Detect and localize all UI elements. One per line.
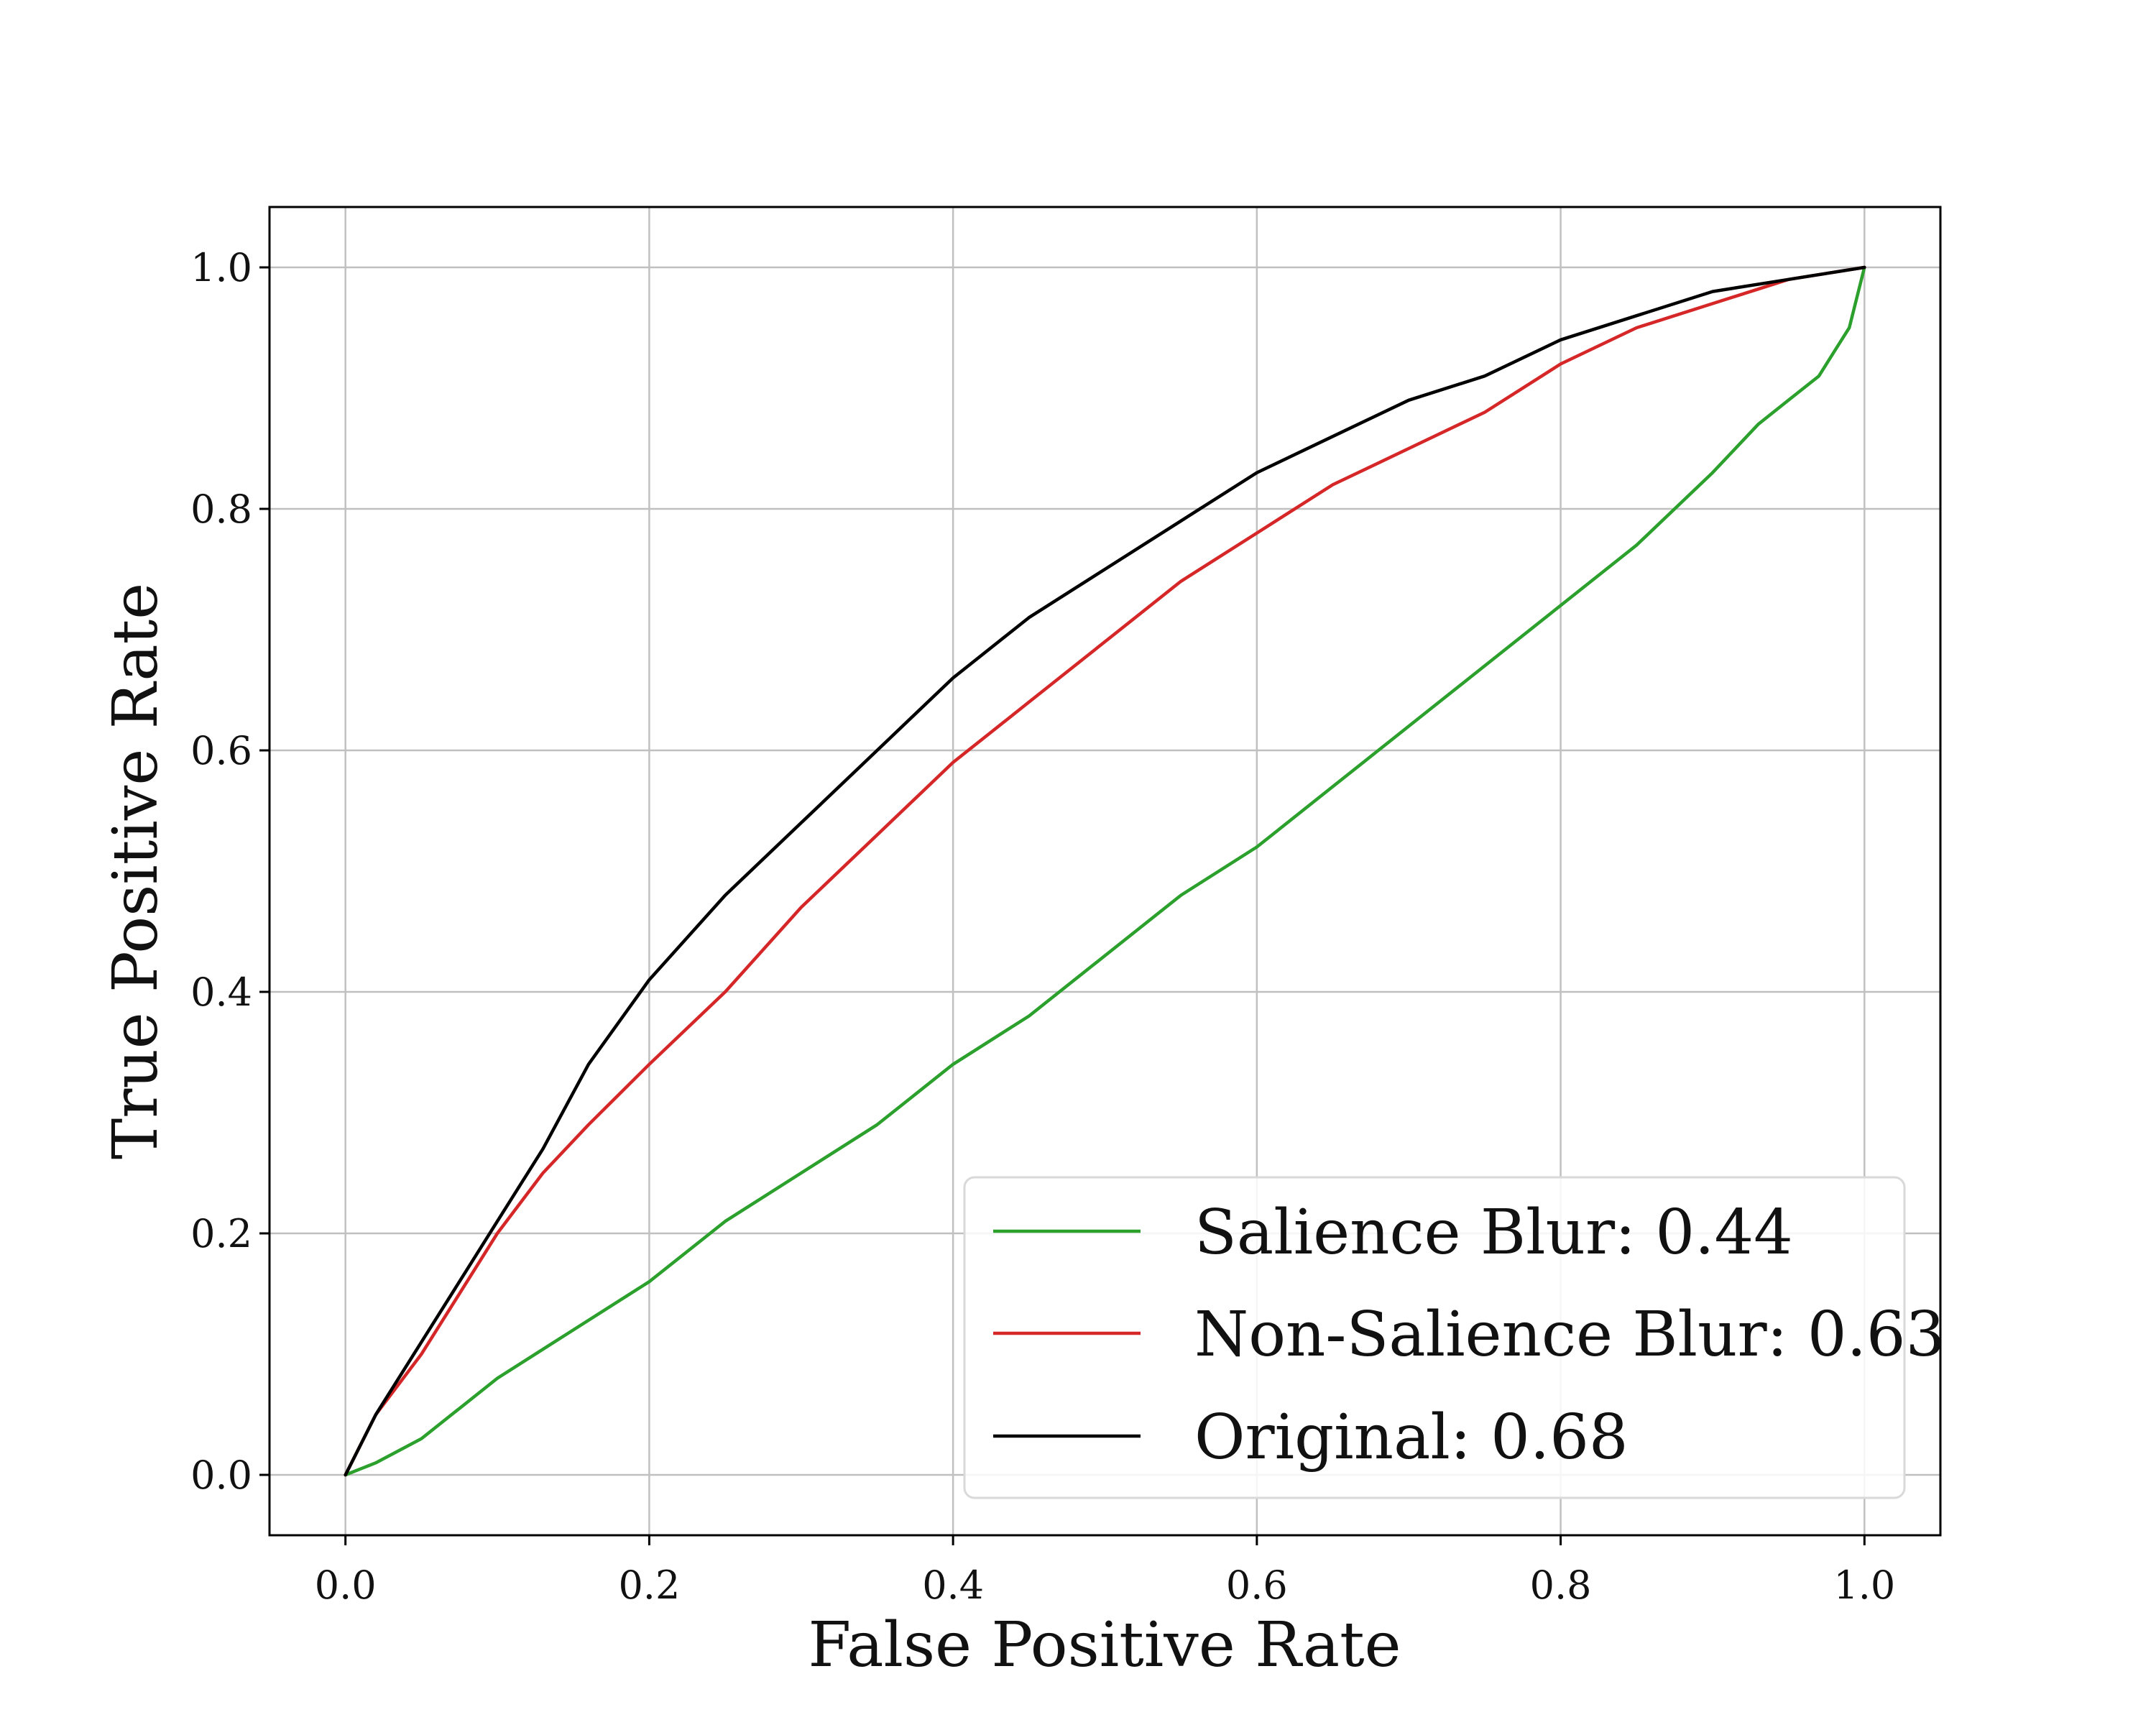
- x-tick-label: 0.8: [1530, 1563, 1592, 1608]
- legend-label-salience: Salience Blur: 0.44: [1194, 1197, 1793, 1269]
- x-tick-label: 1.0: [1833, 1563, 1895, 1608]
- tick-labels: 0.0 0.2 0.4 0.6 0.8 1.0 0.0 0.2 0.4 0.6 0.8 1.0: [190, 245, 1895, 1608]
- y-tick-label: 0.6: [190, 728, 252, 773]
- x-tick-label: 0.4: [922, 1563, 984, 1608]
- tick-marks: [259, 266, 1866, 1545]
- plot-frame: [268, 206, 1942, 1537]
- legend-label-original: Original: 0.68: [1194, 1402, 1628, 1473]
- x-axis-label: False Positive Rate: [808, 1609, 1401, 1681]
- y-tick-label: 1.0: [190, 245, 252, 290]
- y-tick-label: 0.8: [190, 487, 252, 532]
- non-salience-blur-line: [344, 265, 1866, 1477]
- y-tick-label: 0.4: [190, 970, 252, 1015]
- legend-label-non-salience: Non-Salience Blur: 0.63: [1194, 1299, 1945, 1371]
- original-line: [344, 265, 1866, 1477]
- y-axis-label: True Positive Rate: [100, 583, 172, 1159]
- salience-blur-line: [344, 265, 1866, 1477]
- y-tick-label: 0.2: [190, 1211, 252, 1256]
- y-tick-label: 0.0: [190, 1453, 252, 1498]
- x-tick-label: 0.2: [618, 1563, 680, 1608]
- x-tick-label: 0.6: [1226, 1563, 1288, 1608]
- series-lines: [344, 265, 1866, 1477]
- grid-lines: [270, 207, 1940, 1535]
- x-tick-label: 0.0: [315, 1563, 377, 1608]
- legend: Salience Blur: 0.44 Non-Salience Blur: 0…: [963, 1176, 1945, 1499]
- legend-box: [963, 1176, 1906, 1499]
